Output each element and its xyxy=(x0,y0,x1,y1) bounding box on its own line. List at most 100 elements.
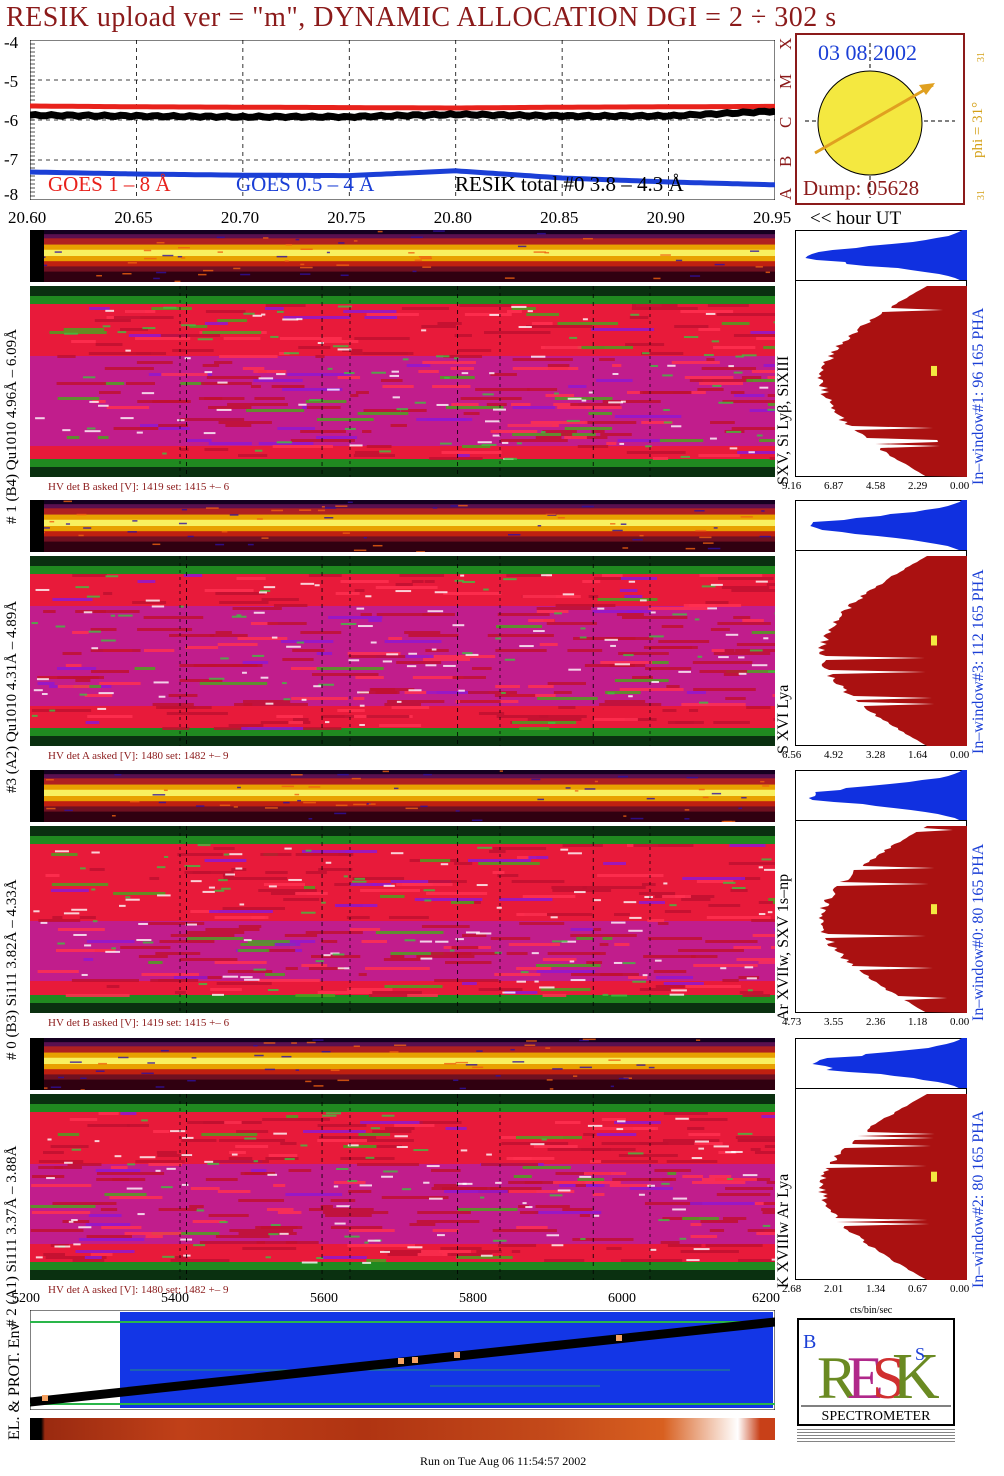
spectrum-histogram xyxy=(795,550,967,746)
line-id-label: Ar XVIIw, SXV 1s–np xyxy=(775,873,792,1021)
logo-subtitle: SPECTROMETER xyxy=(822,1409,932,1424)
hist-tick-label: 2.01 xyxy=(824,1283,844,1295)
goes-class-b: B xyxy=(776,155,795,167)
side-label-bottom: 31 xyxy=(976,190,987,200)
sun-phi-arrow xyxy=(814,83,934,155)
svg-text:K: K xyxy=(892,1340,940,1413)
x-tick-label: 20.75 xyxy=(327,208,366,227)
env-x-tick-label: 5800 xyxy=(459,1291,487,1306)
hist-tick-label: 6.56 xyxy=(782,749,802,761)
hv-label: HV det A asked [V]: 1480 set: 1482 +– 9 xyxy=(48,1284,229,1296)
env-panel-label: EL. & PROT. Env xyxy=(6,1322,23,1440)
side-label-top: 31 xyxy=(976,52,987,62)
spectrum-histogram xyxy=(795,280,967,477)
pha-histogram xyxy=(795,770,967,822)
env-x-tick-label: 6000 xyxy=(608,1291,636,1306)
svg-text:E: E xyxy=(847,1345,884,1411)
line-id-label: S XVI Lya xyxy=(775,684,792,754)
hist-tick-label: 0.00 xyxy=(950,1283,970,1295)
line-id-label: SXV, Si Lyβ, SiXIII xyxy=(775,355,792,485)
hist-tick-label: 2.68 xyxy=(782,1283,802,1295)
series-line-2 xyxy=(30,107,775,122)
hist-tick-label: 0.00 xyxy=(950,1016,970,1028)
hist-tick-label: 1.64 xyxy=(908,749,928,761)
channel-label: # 0 (B3) Si111 3.82Å – 4.33Å xyxy=(4,879,20,1060)
pha-strip-spectrogram xyxy=(30,230,775,282)
goes-class-c: C xyxy=(776,116,795,128)
hist-tick-label: 2.29 xyxy=(908,480,928,492)
svg-text:S: S xyxy=(872,1345,905,1411)
env-x-tick-label: 5200 xyxy=(12,1291,40,1306)
x-tick-label: 20.60 xyxy=(8,208,47,227)
x-axis-suffix: << hour UT xyxy=(810,208,902,229)
x-tick-label: 20.80 xyxy=(433,208,472,227)
x-tick-label: 20.95 xyxy=(753,208,792,227)
hist-tick-label: 1.34 xyxy=(866,1283,886,1295)
hist-x-label: cts/bin/sec xyxy=(850,1305,893,1316)
resik-logo: R E S K B S SPECTROMETER xyxy=(797,1318,955,1426)
hist-tick-label: 4.58 xyxy=(866,480,886,492)
x-tick-label: 20.65 xyxy=(114,208,153,227)
run-timestamp: Run on Tue Aug 06 11:54:57 2002 xyxy=(420,1454,587,1468)
hist-tick-label: 2.36 xyxy=(866,1016,886,1028)
goes-class-x: X xyxy=(776,37,795,50)
legend-resik-total: RESIK total #0 3.8 – 4.3 Å xyxy=(455,172,684,196)
particle-environment-plot xyxy=(30,1310,775,1410)
logo-fine-print xyxy=(797,1428,955,1442)
in-window-label: In–window#1: 96 165 PHA xyxy=(970,307,987,485)
x-tick-label: 20.90 xyxy=(646,208,685,227)
channel-label: #3 (A2) Qu1010 4.31Å – 4.89Å xyxy=(4,600,20,793)
hist-tick-label: 6.87 xyxy=(824,480,844,492)
in-window-label: In–window#0: 80 165 PHA xyxy=(970,843,987,1021)
goes-class-m: M xyxy=(776,73,795,89)
spectrum-histogram xyxy=(795,820,967,1013)
legend-goes-05-4: GOES 0.5 – 4 Å xyxy=(236,172,375,196)
y-tick-label: -8 xyxy=(4,185,19,204)
dump-number: Dump: 05628 xyxy=(803,176,920,200)
hist-tick-label: 0.00 xyxy=(950,749,970,761)
spectrum-spectrogram xyxy=(30,1094,775,1280)
intensity-strip xyxy=(30,1418,775,1440)
y-tick-label: -7 xyxy=(4,150,19,169)
svg-text:B: B xyxy=(803,1331,816,1353)
hist-tick-label: 0.67 xyxy=(908,1283,928,1295)
spectrum-histogram xyxy=(795,1088,967,1280)
series-line-1 xyxy=(30,168,775,188)
spectrum-spectrogram xyxy=(30,556,775,746)
pha-histogram xyxy=(795,1038,967,1090)
pha-strip-spectrogram xyxy=(30,770,775,822)
pha-strip-spectrogram xyxy=(30,1038,775,1090)
pha-strip-spectrogram xyxy=(30,500,775,552)
sun-position-panel xyxy=(795,33,965,205)
hv-label: HV det B asked [V]: 1419 set: 1415 +– 6 xyxy=(48,481,230,493)
line-id-label: K XVIIIw Ar Lya xyxy=(775,1173,792,1288)
goes-class-a: A xyxy=(776,187,795,200)
in-window-label: In–window#2: 80 165 PHA xyxy=(970,1110,987,1288)
x-tick-label: 20.70 xyxy=(220,208,260,227)
hist-tick-label: 1.18 xyxy=(908,1016,928,1028)
y-tick-label: -5 xyxy=(4,72,19,91)
env-x-tick-label: 5600 xyxy=(310,1291,338,1306)
svg-text:S: S xyxy=(915,1344,925,1364)
x-tick-label: 20.85 xyxy=(540,208,579,227)
hist-tick-label: 4.92 xyxy=(824,749,844,761)
pha-histogram xyxy=(795,500,967,552)
hist-tick-label: 0.00 xyxy=(950,480,970,492)
phi-angle: phi = 31° xyxy=(970,101,986,158)
in-window-label: In–window#3: 112 165 PHA xyxy=(970,569,987,754)
svg-text:R: R xyxy=(817,1345,857,1411)
legend-goes-1-8: GOES 1 – 8 Å xyxy=(48,172,171,196)
sun-date: 03 08 2002 xyxy=(818,40,917,65)
hist-tick-label: 3.28 xyxy=(866,749,886,761)
series-line-0 xyxy=(30,103,775,111)
spectrum-spectrogram xyxy=(30,826,775,1013)
hv-label: HV det A asked [V]: 1480 set: 1482 +– 9 xyxy=(48,750,229,762)
hv-label: HV det B asked [V]: 1419 set: 1415 +– 6 xyxy=(48,1017,230,1029)
env-x-tick-label: 6200 xyxy=(752,1291,780,1306)
hist-tick-label: 9.16 xyxy=(782,480,802,492)
y-tick-label: -6 xyxy=(4,111,19,130)
env-x-tick-label: 5400 xyxy=(161,1291,189,1306)
pha-histogram xyxy=(795,230,967,282)
page-title: RESIK upload ver = "m", DYNAMIC ALLOCATI… xyxy=(6,2,837,33)
y-tick-label: -4 xyxy=(4,33,19,52)
